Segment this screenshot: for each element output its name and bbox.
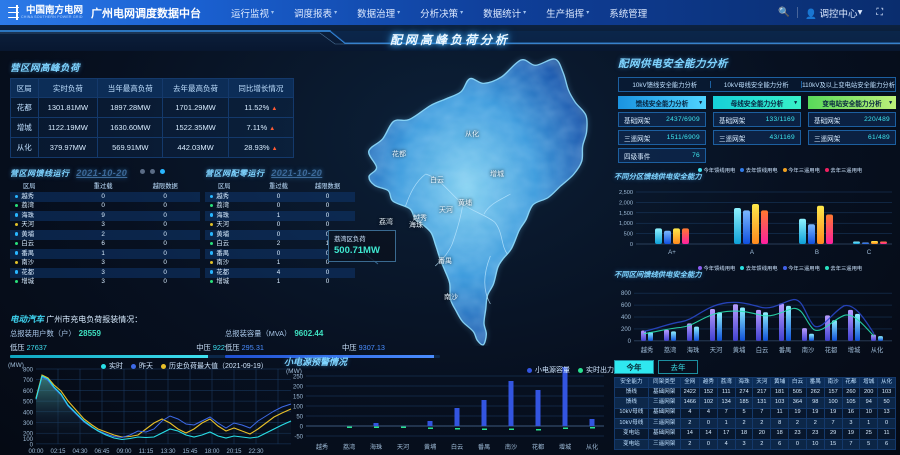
svg-text:150: 150	[293, 395, 304, 401]
svg-text:1,000: 1,000	[619, 221, 633, 227]
svg-text:0: 0	[300, 425, 304, 431]
svg-text:增城: 增城	[559, 443, 571, 451]
svg-text:2,500: 2,500	[619, 190, 633, 196]
svg-text:04:30: 04:30	[72, 449, 88, 455]
svg-text:20:15: 20:15	[226, 449, 242, 455]
svg-text:11:15: 11:15	[139, 449, 154, 455]
svg-text:从化: 从化	[586, 443, 598, 451]
svg-text:0: 0	[630, 242, 633, 248]
svg-text:1,500: 1,500	[619, 211, 633, 217]
svg-text:南沙: 南沙	[505, 443, 517, 451]
svg-text:番禺: 番禺	[478, 444, 490, 451]
svg-text:300: 300	[23, 421, 34, 427]
svg-text:海珠: 海珠	[687, 345, 700, 354]
svg-text:番禺: 番禺	[779, 346, 792, 354]
svg-text:0: 0	[30, 443, 34, 449]
svg-text:从化: 从化	[871, 345, 884, 354]
svg-text:-50: -50	[294, 435, 303, 441]
svg-text:花都: 花都	[532, 443, 544, 451]
svg-text:200: 200	[621, 327, 632, 333]
svg-text:海珠: 海珠	[370, 443, 383, 451]
svg-text:B: B	[815, 249, 819, 256]
svg-text:A: A	[750, 249, 755, 256]
svg-text:500: 500	[624, 232, 633, 238]
svg-text:200: 200	[293, 385, 304, 391]
svg-text:600: 600	[621, 303, 632, 309]
svg-text:250: 250	[293, 375, 304, 381]
svg-text:黄埔: 黄埔	[424, 443, 436, 451]
svg-text:18:00: 18:00	[204, 449, 220, 455]
svg-text:02:15: 02:15	[50, 449, 66, 455]
svg-text:400: 400	[23, 410, 34, 416]
svg-text:荔湾: 荔湾	[343, 443, 355, 451]
svg-text:700: 700	[23, 378, 34, 384]
svg-text:A+: A+	[668, 249, 676, 256]
svg-text:越秀: 越秀	[316, 443, 328, 451]
svg-text:越秀: 越秀	[641, 345, 654, 354]
svg-text:100: 100	[293, 405, 304, 411]
svg-text:09:00: 09:00	[116, 449, 132, 455]
svg-text:22:30: 22:30	[248, 449, 264, 455]
svg-text:C: C	[867, 249, 872, 256]
svg-text:600: 600	[23, 389, 34, 395]
svg-text:00:00: 00:00	[28, 449, 44, 455]
svg-text:荔湾: 荔湾	[664, 345, 677, 354]
svg-text:增城: 增城	[848, 345, 861, 354]
svg-text:50: 50	[296, 415, 303, 421]
svg-text:白云: 白云	[451, 443, 463, 451]
svg-text:06:45: 06:45	[94, 449, 110, 455]
svg-text:天河: 天河	[710, 346, 723, 354]
svg-text:黄埔: 黄埔	[733, 345, 746, 354]
svg-text:花都: 花都	[825, 345, 838, 354]
svg-text:白云: 白云	[756, 345, 769, 354]
svg-text:南沙: 南沙	[802, 345, 815, 354]
svg-text:800: 800	[23, 368, 34, 374]
svg-text:0: 0	[628, 339, 632, 345]
svg-text:天河: 天河	[397, 443, 409, 451]
svg-text:800: 800	[621, 291, 632, 297]
svg-text:13:30: 13:30	[160, 449, 176, 455]
svg-text:400: 400	[621, 315, 632, 321]
svg-text:500: 500	[23, 400, 34, 406]
svg-text:15:45: 15:45	[182, 449, 198, 455]
svg-text:2,000: 2,000	[619, 200, 633, 206]
